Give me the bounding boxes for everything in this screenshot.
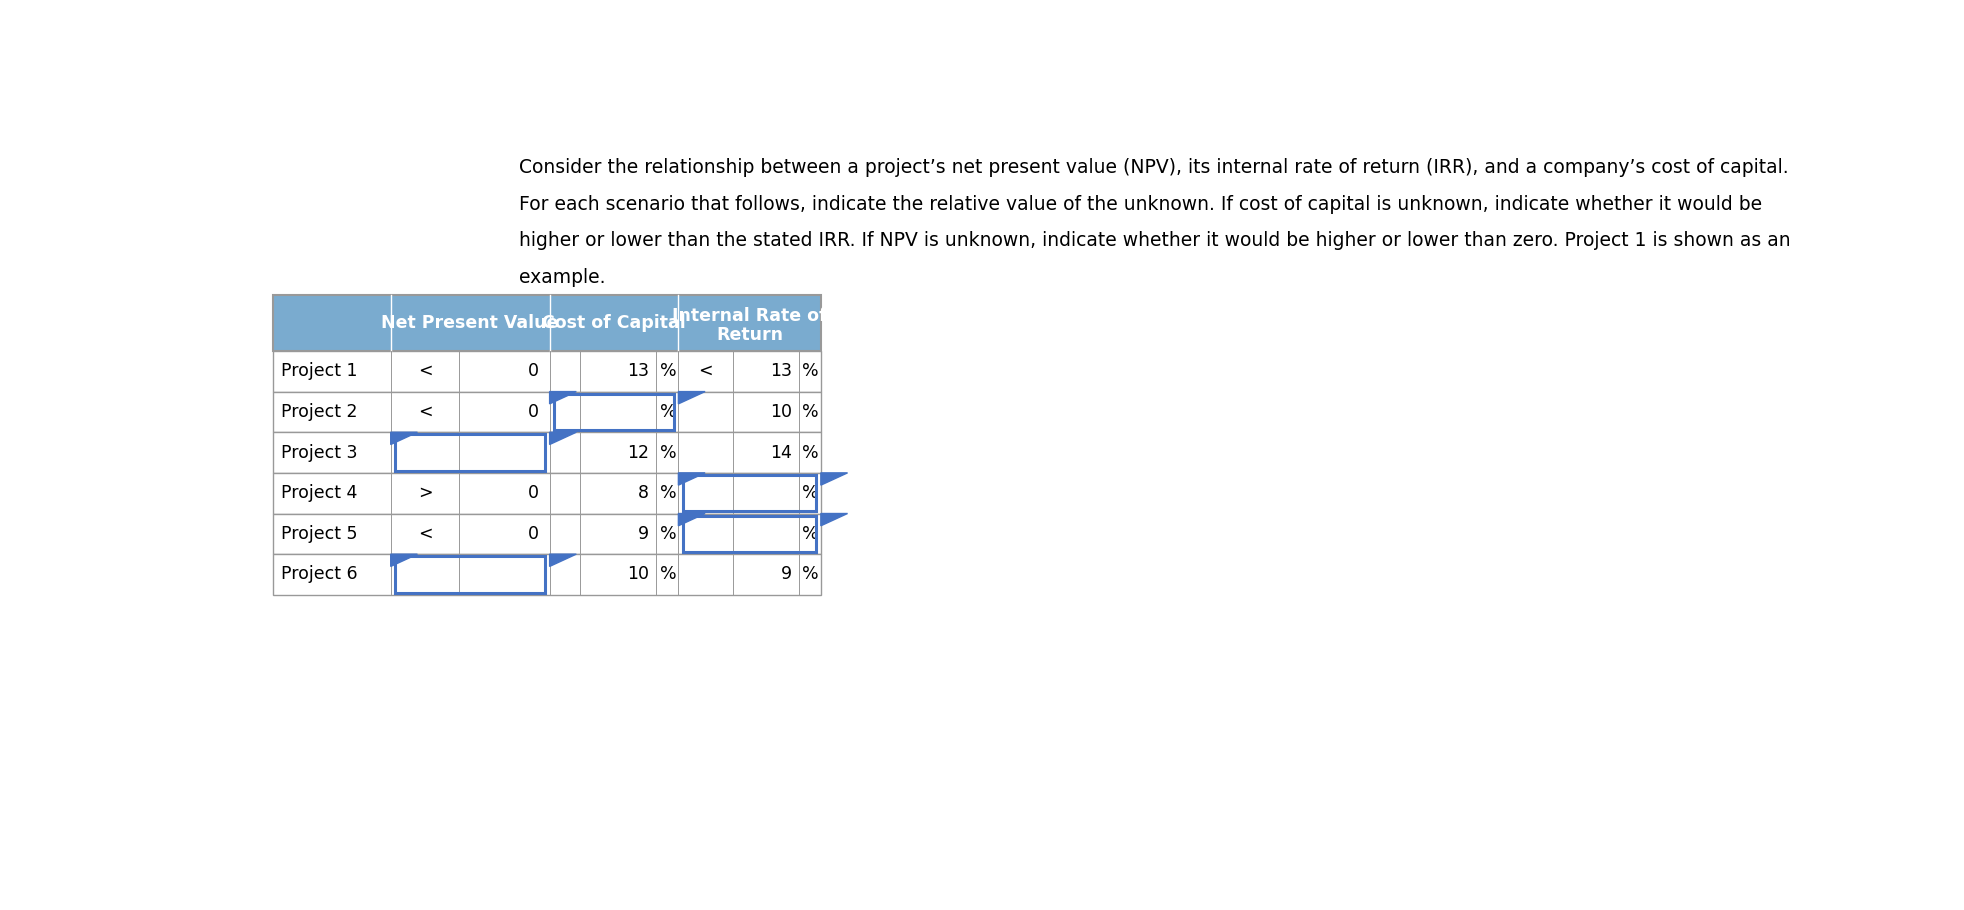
Text: <: < (418, 403, 432, 421)
Bar (273, 391, 821, 432)
Text: <: < (418, 525, 432, 543)
Text: %: % (660, 403, 676, 421)
Text: Project 3: Project 3 (281, 443, 357, 461)
Text: 9: 9 (638, 525, 648, 543)
Bar (273, 513, 821, 554)
Bar (273, 473, 821, 513)
Text: Project 6: Project 6 (281, 565, 357, 583)
Text: %: % (801, 443, 819, 461)
Text: Project 1: Project 1 (281, 362, 357, 380)
Bar (273, 295, 821, 351)
Bar (683, 516, 817, 552)
Polygon shape (391, 554, 418, 566)
Text: Return: Return (717, 327, 784, 344)
Text: 14: 14 (770, 443, 791, 461)
Text: >: > (418, 484, 432, 502)
Text: %: % (801, 484, 819, 502)
Polygon shape (550, 391, 575, 404)
Bar (683, 475, 817, 511)
Text: 10: 10 (627, 565, 648, 583)
Text: For each scenario that follows, indicate the relative value of the unknown. If c: For each scenario that follows, indicate… (518, 195, 1762, 214)
Polygon shape (550, 554, 575, 566)
Text: 0: 0 (528, 362, 538, 380)
Text: <: < (418, 362, 432, 380)
Text: 10: 10 (770, 403, 791, 421)
Text: Project 5: Project 5 (281, 525, 357, 543)
Text: 0: 0 (528, 525, 538, 543)
Text: 8: 8 (638, 484, 648, 502)
Text: %: % (660, 525, 676, 543)
Text: Internal Rate of: Internal Rate of (672, 308, 827, 325)
Text: Net Present Value: Net Present Value (381, 314, 560, 332)
Bar (554, 394, 674, 430)
Text: 0: 0 (528, 484, 538, 502)
Polygon shape (821, 473, 848, 485)
Text: Project 4: Project 4 (281, 484, 357, 502)
Text: 12: 12 (627, 443, 648, 461)
Text: 13: 13 (627, 362, 648, 380)
Bar (273, 432, 821, 473)
Text: 9: 9 (782, 565, 791, 583)
Text: Cost of Capital: Cost of Capital (542, 314, 685, 332)
Text: higher or lower than the stated IRR. If NPV is unknown, indicate whether it woul: higher or lower than the stated IRR. If … (518, 231, 1791, 250)
Bar (273, 351, 821, 391)
Bar (395, 556, 546, 592)
Text: <: < (699, 362, 713, 380)
Polygon shape (678, 513, 705, 526)
Text: 13: 13 (770, 362, 791, 380)
Text: Consider the relationship between a project’s net present value (NPV), its inter: Consider the relationship between a proj… (518, 158, 1789, 177)
Polygon shape (821, 513, 848, 526)
Text: %: % (660, 443, 676, 461)
Text: %: % (660, 362, 676, 380)
Text: 0: 0 (528, 403, 538, 421)
Bar (395, 434, 546, 470)
Polygon shape (678, 391, 705, 404)
Text: %: % (660, 565, 676, 583)
Text: %: % (801, 403, 819, 421)
Text: %: % (801, 565, 819, 583)
Text: %: % (801, 525, 819, 543)
Bar (273, 554, 821, 595)
Text: Project 2: Project 2 (281, 403, 357, 421)
Text: example.: example. (518, 268, 607, 287)
Polygon shape (678, 473, 705, 485)
Polygon shape (550, 432, 575, 444)
Text: %: % (660, 484, 676, 502)
Text: %: % (801, 362, 819, 380)
Polygon shape (391, 432, 418, 444)
